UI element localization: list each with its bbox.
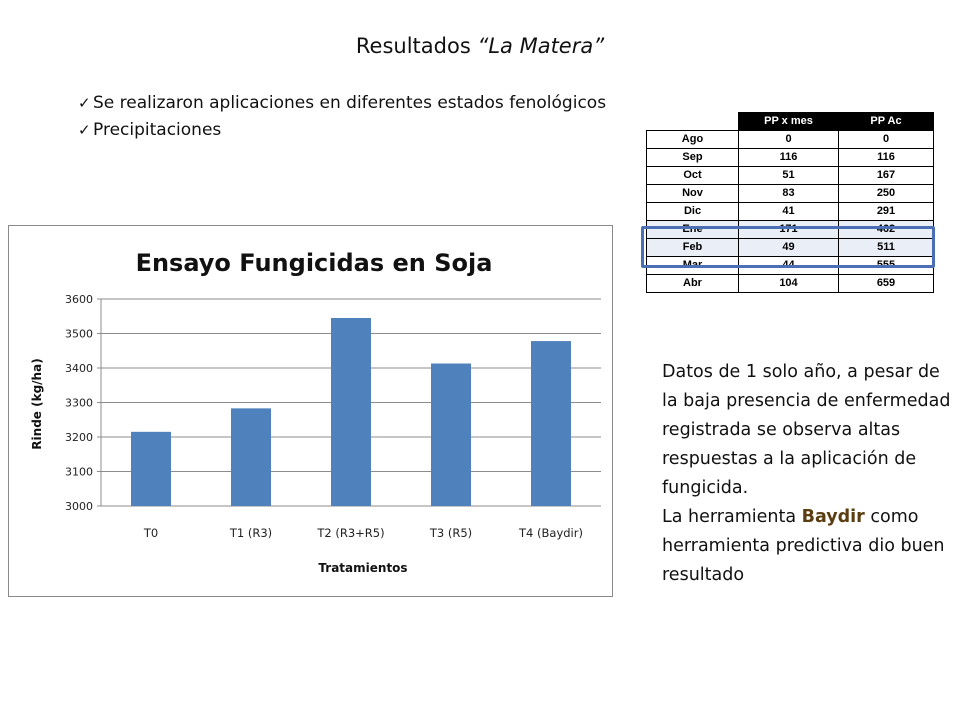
x-tick-label: T3 (R5) xyxy=(429,526,472,540)
bullet-text: Se realizaron aplicaciones en diferentes… xyxy=(93,93,607,113)
rain-table-row: Sep 116 116 xyxy=(646,148,934,167)
note-paragraph-2: La herramienta Baydir como herramienta p… xyxy=(662,503,952,590)
note-text-pre: La herramienta xyxy=(662,507,802,527)
bar xyxy=(531,341,571,506)
rain-table-header-pp-ac: PP Ac xyxy=(838,112,934,131)
rain-table-cell-pp-mes: 116 xyxy=(738,148,839,167)
y-tick-label: 3100 xyxy=(65,466,93,479)
rain-table-cell-pp-mes: 104 xyxy=(738,274,839,293)
chart-xlabel: Tratamientos xyxy=(318,561,407,575)
rain-table-cell-pp-ac: 116 xyxy=(838,148,934,167)
rain-table-cell-month: Sep xyxy=(646,148,739,167)
x-tick-label: T4 (Baydir) xyxy=(518,526,583,540)
rain-table-row: Ago 0 0 xyxy=(646,130,934,149)
y-tick-label: 3200 xyxy=(65,431,93,444)
bar xyxy=(431,363,471,506)
rain-table-cell-month: Dic xyxy=(646,202,739,221)
checkmark-icon: ✓ xyxy=(78,121,91,139)
chart-title: Ensayo Fungicidas en Soja xyxy=(136,249,493,277)
bar xyxy=(331,317,371,506)
y-tick-label: 3600 xyxy=(65,293,93,306)
checkmark-icon: ✓ xyxy=(78,94,91,112)
rain-table-cell-pp-ac: 0 xyxy=(838,130,934,149)
rain-table-body: Ago 0 0 Sep 116 116 Oct 51 167 Nov 83 250 Dic 41 291 En… xyxy=(646,130,934,293)
slide-title: Resultados “La Matera” xyxy=(0,34,960,58)
rain-table: PP x mes PP Ac Ago 0 0 Sep 116 116 Oct 51 167 Nov… xyxy=(646,112,934,293)
rain-table-cell-pp-mes: 0 xyxy=(738,130,839,149)
rain-table-cell-month: Nov xyxy=(646,184,739,203)
bullet-text: Precipitaciones xyxy=(93,120,222,140)
title-italic: “La Matera” xyxy=(477,34,605,58)
rain-table-cell-pp-mes: 51 xyxy=(738,166,839,185)
chart-bars xyxy=(131,317,571,506)
chart-y-ticks: 3000 3100 3200 3300 3400 3500 3600 xyxy=(65,293,93,513)
rain-table-cell-pp-ac: 250 xyxy=(838,184,934,203)
rain-table-cell-pp-ac: 511 xyxy=(838,238,934,257)
rain-table-cell-pp-mes: 83 xyxy=(738,184,839,203)
y-tick-label: 3300 xyxy=(65,397,93,410)
rain-table-cell-month: Feb xyxy=(646,238,739,257)
chart-x-ticks: T0 T1 (R3) T2 (R3+R5) T3 (R5) T4 (Baydir) xyxy=(143,526,583,540)
side-note: Datos de 1 solo año, a pesar de la baja … xyxy=(662,358,952,590)
y-tick-label: 3500 xyxy=(65,328,93,341)
bullet-list: ✓ Se realizaron aplicaciones en diferente… xyxy=(78,90,606,144)
rain-table-row: Dic 41 291 xyxy=(646,202,934,221)
note-paragraph-1: Datos de 1 solo año, a pesar de la baja … xyxy=(662,362,951,498)
rain-table-header: PP x mes PP Ac xyxy=(646,112,934,131)
highlight-frame xyxy=(641,226,935,268)
rain-table-cell-pp-ac: 291 xyxy=(838,202,934,221)
rain-table-header-blank xyxy=(646,112,739,131)
rain-table-row: Ene 171 462 xyxy=(646,220,934,239)
rain-table-cell-month: Ago xyxy=(646,130,739,149)
y-tick-label: 3400 xyxy=(65,362,93,375)
rain-table-cell-pp-ac: 659 xyxy=(838,274,934,293)
x-tick-label: T2 (R3+R5) xyxy=(316,526,384,540)
rain-table-row: Abr 104 659 xyxy=(646,274,934,293)
rain-table-cell-pp-mes: 41 xyxy=(738,202,839,221)
rain-table-cell-pp-ac: 167 xyxy=(838,166,934,185)
note-text-post: como herramienta predictiva dio buen res… xyxy=(662,507,945,585)
rain-table-row: Feb 49 511 xyxy=(646,238,934,257)
rain-table-cell-month: Oct xyxy=(646,166,739,185)
rain-table-cell-month: Abr xyxy=(646,274,739,293)
x-tick-label: T1 (R3) xyxy=(229,526,272,540)
chart-frame: Ensayo Fungicidas en Soja 3000 3100 3200 33… xyxy=(8,225,613,597)
rain-table-row: Nov 83 250 xyxy=(646,184,934,203)
bar xyxy=(231,408,271,506)
bar-chart: Ensayo Fungicidas en Soja 3000 3100 3200 33… xyxy=(30,249,601,575)
x-tick-label: T0 xyxy=(143,526,158,540)
rain-table-row: Oct 51 167 xyxy=(646,166,934,185)
chart-ylabel: Rinde (kg/ha) xyxy=(30,358,44,449)
y-tick-label: 3000 xyxy=(65,500,93,513)
bar xyxy=(131,431,171,506)
bullet-item: ✓ Precipitaciones xyxy=(78,117,606,144)
rain-table-cell-month: Ene xyxy=(646,220,739,239)
note-keyword: Baydir xyxy=(801,507,865,527)
rain-table-header-pp-mes: PP x mes xyxy=(738,112,839,131)
title-prefix: Resultados xyxy=(355,34,478,58)
bullet-item: ✓ Se realizaron aplicaciones en diferente… xyxy=(78,90,606,117)
